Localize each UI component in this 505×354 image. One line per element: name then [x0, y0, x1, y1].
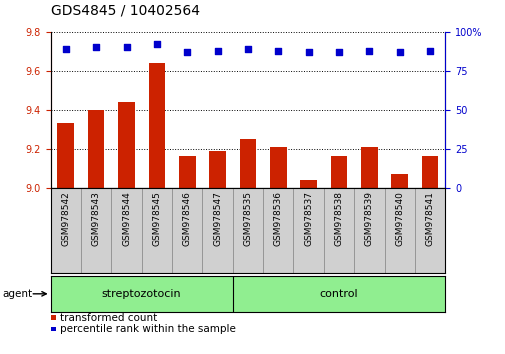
Point	[153, 41, 161, 47]
Point	[395, 49, 403, 55]
Point	[213, 48, 221, 53]
Text: GSM978535: GSM978535	[243, 191, 252, 246]
Point	[122, 45, 130, 50]
Text: GSM978541: GSM978541	[425, 191, 434, 246]
Text: GSM978542: GSM978542	[61, 191, 70, 246]
Bar	[118, 102, 135, 188]
Text: GSM978538: GSM978538	[334, 191, 343, 246]
Text: transformed count: transformed count	[60, 313, 157, 322]
Text: control: control	[319, 289, 358, 299]
Text: GSM978546: GSM978546	[182, 191, 191, 246]
Point	[334, 49, 342, 55]
Point	[92, 45, 100, 50]
Bar	[88, 110, 105, 188]
Bar	[384, 188, 414, 273]
Point	[425, 48, 433, 53]
Bar	[81, 188, 111, 273]
Bar	[141, 188, 172, 273]
Bar	[300, 180, 317, 188]
Text: streptozotocin: streptozotocin	[102, 289, 181, 299]
Point	[243, 46, 251, 52]
Point	[62, 46, 70, 52]
Point	[274, 48, 282, 53]
Bar	[421, 156, 438, 188]
Bar	[263, 188, 293, 273]
Text: agent: agent	[3, 289, 33, 299]
Bar	[172, 188, 202, 273]
Bar	[179, 156, 195, 188]
Bar	[58, 123, 74, 188]
Text: GDS4845 / 10402564: GDS4845 / 10402564	[50, 4, 199, 18]
Bar	[323, 188, 353, 273]
Text: GSM978547: GSM978547	[213, 191, 222, 246]
Text: GSM978537: GSM978537	[304, 191, 313, 246]
Bar	[414, 188, 444, 273]
Text: GSM978539: GSM978539	[364, 191, 373, 246]
Text: GSM978540: GSM978540	[394, 191, 403, 246]
Bar	[50, 188, 81, 273]
Bar	[354, 188, 384, 273]
Text: percentile rank within the sample: percentile rank within the sample	[60, 324, 235, 334]
Text: GSM978536: GSM978536	[273, 191, 282, 246]
Text: GSM978544: GSM978544	[122, 191, 131, 246]
Text: GSM978545: GSM978545	[152, 191, 161, 246]
Point	[183, 49, 191, 55]
Bar	[232, 188, 263, 273]
Bar	[209, 151, 225, 188]
Bar	[202, 188, 232, 273]
Point	[365, 48, 373, 53]
Text: GSM978543: GSM978543	[91, 191, 100, 246]
Bar	[239, 139, 256, 188]
Bar	[270, 147, 286, 188]
Bar	[361, 147, 377, 188]
Bar	[293, 188, 323, 273]
Bar	[111, 188, 141, 273]
Bar	[330, 156, 346, 188]
Point	[304, 49, 312, 55]
Bar	[148, 63, 165, 188]
Bar	[391, 174, 408, 188]
